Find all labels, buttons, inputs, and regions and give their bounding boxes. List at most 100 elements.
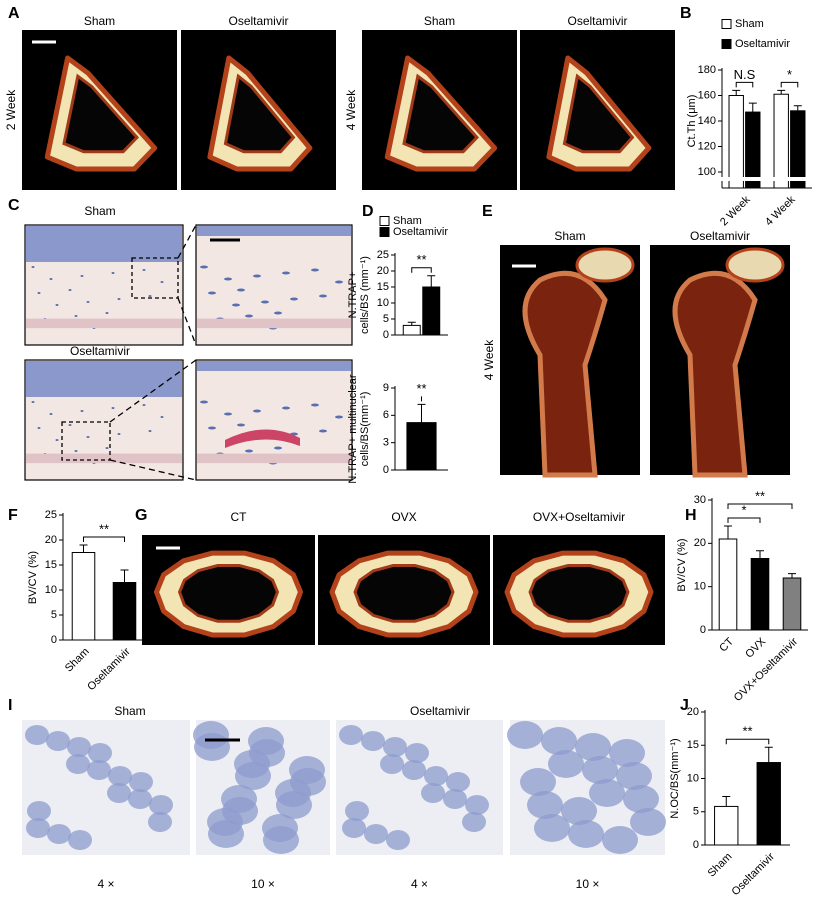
cell-nucleus [311, 268, 319, 272]
panel-letter: B [680, 5, 692, 22]
panel-letter: F [8, 507, 18, 524]
marrow-lobule [47, 824, 71, 844]
marrow-region [197, 361, 351, 371]
y-axis-label: N.TRAP+ [347, 272, 359, 319]
error-bar [724, 525, 732, 539]
panel-letter: I [8, 697, 12, 714]
image-label: Oseltamivir [410, 704, 470, 718]
significance-bracket [735, 81, 754, 88]
cell-nucleus [245, 449, 253, 453]
cell-nucleus [253, 409, 261, 413]
marrow-lobule [421, 783, 445, 803]
axis-break [716, 177, 814, 181]
y-tick-label: 0 [51, 634, 57, 646]
magnification-label: 10 × [251, 877, 275, 891]
panel-letter: A [8, 5, 20, 22]
marrow-lobule [386, 830, 410, 850]
cell-nucleus [117, 298, 121, 300]
image-label: OVX [391, 510, 416, 524]
marrow-lobule [148, 812, 172, 832]
panel-letter: C [8, 197, 20, 214]
marrow-lobule [67, 737, 91, 757]
cell-nucleus [290, 297, 298, 301]
marrow-region [26, 226, 182, 262]
bar [728, 95, 744, 189]
cell-nucleus [224, 277, 232, 281]
y-tick-label: 10 [694, 581, 706, 593]
periosteum [197, 453, 351, 464]
marrow-lobule [507, 721, 543, 749]
legend-label: Oseltamivir [735, 38, 790, 50]
bar [790, 110, 806, 189]
marrow-lobule [129, 772, 153, 792]
cell-nucleus [55, 304, 59, 306]
error-bar [764, 746, 773, 763]
marrow-lobule [68, 830, 92, 850]
periosteum [26, 453, 182, 464]
error-bar [407, 321, 416, 326]
cell-nucleus [74, 450, 78, 452]
marrow-lobule [568, 820, 604, 848]
y-tick-label: 15 [377, 281, 389, 293]
cell-nucleus [319, 429, 327, 433]
cell-nucleus [282, 406, 290, 410]
cell-nucleus [160, 416, 164, 418]
y-tick-label: 15 [45, 559, 57, 571]
x-tick-label: OVX [743, 635, 768, 660]
marrow-lobule [208, 820, 244, 848]
image-label: Oseltamivir [70, 344, 130, 358]
cell-nucleus [319, 294, 327, 298]
bar [745, 111, 761, 189]
periosteum [26, 318, 182, 329]
image-label: Sham [554, 229, 585, 243]
significance-bracket [411, 267, 432, 273]
cell-nucleus [31, 266, 35, 268]
error-bar [748, 102, 757, 113]
y-tick-label: 10 [687, 772, 699, 784]
y-tick-label: 100 [698, 166, 716, 178]
zoom-line [177, 297, 197, 346]
cell-nucleus [311, 403, 319, 407]
cell-nucleus [68, 424, 72, 426]
significance-bracket [727, 517, 761, 523]
cell-nucleus [111, 407, 115, 409]
marrow-lobule [561, 797, 597, 825]
y-tick-label: 5 [51, 609, 57, 621]
cell-nucleus [105, 447, 109, 449]
marrow-lobule [66, 754, 90, 774]
y-tick-label: 6 [383, 409, 389, 421]
bar [718, 538, 738, 631]
y-tick-label: 140 [698, 115, 716, 127]
bar [406, 422, 437, 471]
marrow-lobule [534, 814, 570, 842]
y-tick-label: 10 [377, 297, 389, 309]
cell-nucleus [142, 404, 146, 406]
y-tick-label: 25 [377, 249, 389, 261]
error-bar [777, 89, 786, 95]
bar [422, 286, 441, 336]
y-tick-label: 160 [698, 89, 716, 101]
zoom-line [109, 359, 197, 423]
legend-label: Sham [393, 215, 422, 227]
marrow-cavity [177, 564, 280, 623]
bar [782, 577, 802, 631]
marrow-lobule [589, 779, 625, 807]
error-bar [788, 573, 796, 578]
image-label: Sham [114, 704, 145, 718]
marrow-lobule [609, 739, 645, 767]
cell-nucleus [55, 439, 59, 441]
marrow-lobule [87, 760, 111, 780]
legend-label: Sham [735, 18, 764, 30]
significance-label: N.S [734, 67, 756, 82]
x-tick-label: Oseltamivir [85, 645, 133, 693]
significance-label: ** [755, 488, 765, 503]
cell-nucleus [237, 288, 245, 292]
significance-label: ** [99, 521, 109, 536]
cell-nucleus [335, 280, 343, 284]
cell-nucleus [208, 291, 216, 295]
marrow-lobule [235, 762, 271, 790]
marrow-cavity [353, 564, 455, 623]
bar [773, 93, 789, 189]
magnification-label: 10 × [576, 877, 600, 891]
y-tick-label: 20 [687, 706, 699, 718]
